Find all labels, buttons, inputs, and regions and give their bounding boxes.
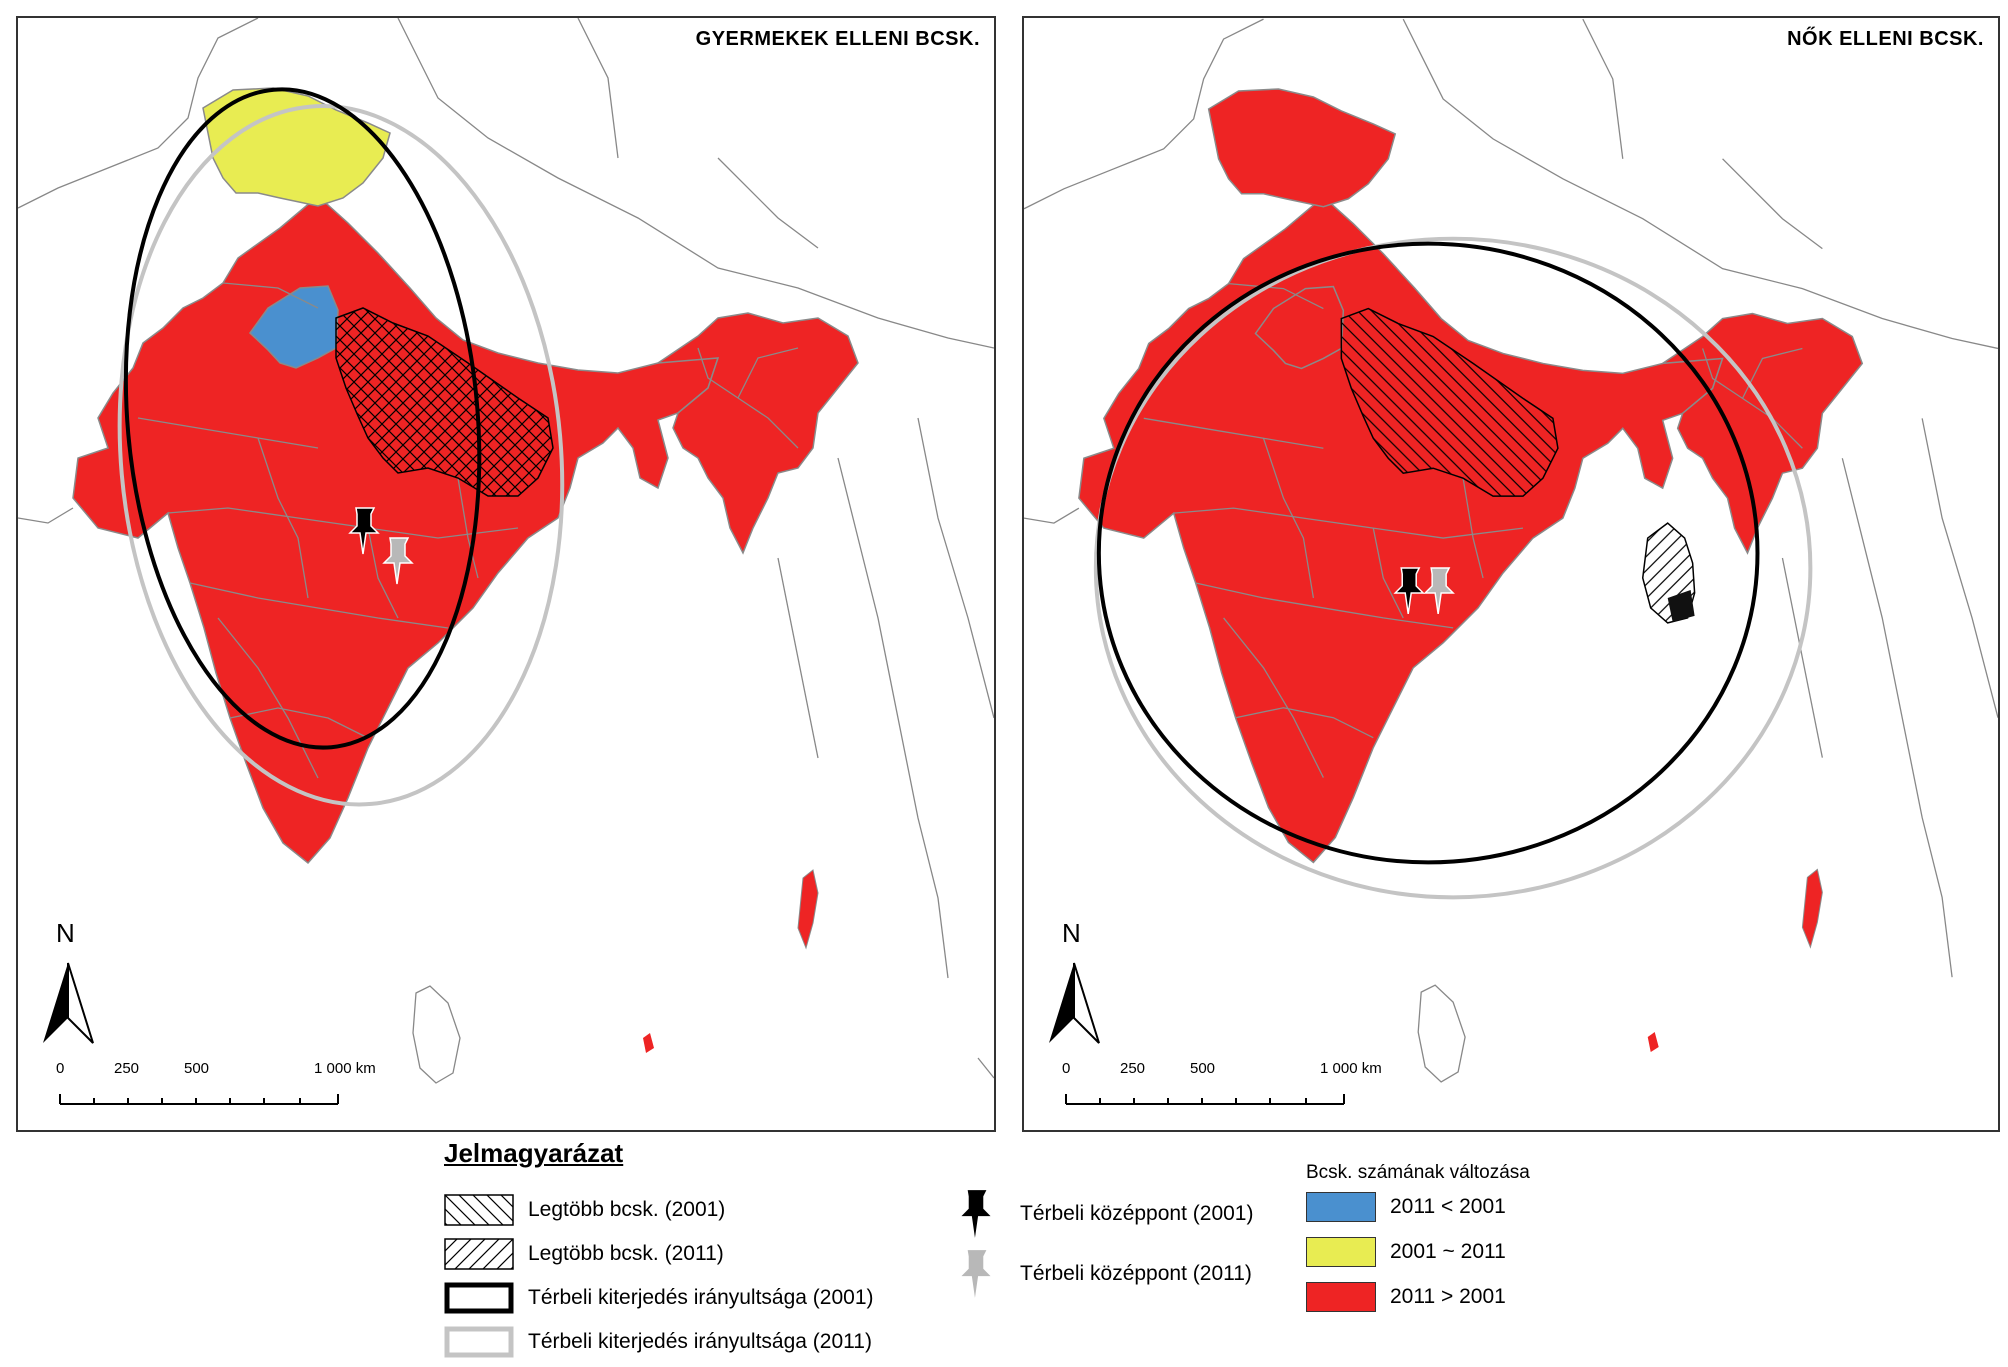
legend-center-2001: Térbeli középpont (2001): [946, 1188, 1253, 1240]
legend-change-increase-label: 2011 > 2001: [1390, 1285, 1506, 1308]
north-arrow-icon: [43, 962, 94, 1044]
panel-title: GYERMEKEK ELLENI BCSK.: [695, 28, 980, 50]
legend-change-increase: 2011 > 2001: [1306, 1282, 1506, 1312]
state-borders: [1143, 282, 1803, 778]
scale-tick-500: 500: [184, 1060, 210, 1077]
ellipse-2001: [1096, 241, 1760, 865]
bengal-delta: [1667, 589, 1695, 622]
legend-change-stable: 2001 ~ 2011: [1306, 1237, 1506, 1267]
map-panel-women: NŐK ELLENI BCSK. N 0 250 500 1 000 km: [1022, 16, 2000, 1132]
legend-center-2011: Térbeli középpont (2011): [946, 1248, 1252, 1300]
india-map-children: [18, 18, 994, 1084]
ellipse-group: [117, 87, 565, 807]
north-arrow: N: [1044, 918, 1104, 1053]
scale-bar: 0 250 500 1 000 km: [1044, 1060, 1384, 1120]
scale-tick-0: 0: [56, 1060, 65, 1077]
hatch-fwd-swatch-icon: [444, 1238, 514, 1270]
legend-ellipse-2011-label: Térbeli kiterjedés irányultsága (2011): [528, 1330, 872, 1353]
legend-hatch-2001: Legtöbb bcsk. (2001): [444, 1194, 725, 1226]
ellipse-2011: [1093, 236, 1813, 900]
north-label: N: [56, 918, 75, 948]
ellipse-2001: [123, 87, 482, 750]
swatch-increase: [1306, 1282, 1376, 1312]
north-arrow-icon: [1049, 962, 1100, 1044]
legend-change-decrease-label: 2011 < 2001: [1390, 1195, 1506, 1218]
legend-change-decrease: 2011 < 2001: [1306, 1192, 1506, 1222]
north-label: N: [1062, 918, 1081, 948]
neighbor-borders: [18, 18, 994, 1079]
legend-change-stable-label: 2001 ~ 2011: [1390, 1240, 1506, 1263]
india-map-women: [1024, 18, 1998, 1083]
legend-ellipse-2001-label: Térbeli kiterjedés irányultsága (2001): [528, 1286, 874, 1309]
ellipse-2001-swatch-icon: [444, 1282, 514, 1314]
legend-hatch-2011-label: Legtöbb bcsk. (2011): [528, 1242, 724, 1265]
pin-2001-legend-icon: [961, 1190, 991, 1238]
hatch-back-swatch-icon: [444, 1194, 514, 1226]
legend-hatch-2011: Legtöbb bcsk. (2011): [444, 1238, 724, 1270]
scale-tick-1000: 1 000 km: [314, 1060, 376, 1077]
state-borders: [137, 282, 799, 779]
state-fills: [72, 87, 859, 1053]
scale-tick-1000: 1 000 km: [1320, 1060, 1382, 1077]
state-fills: [1078, 88, 1864, 1053]
legend-center-2001-label: Térbeli középpont (2001): [1020, 1202, 1254, 1225]
map-panel-children: GYERMEKEK ELLENI BCSK. N 0 250 500 1 000…: [16, 16, 996, 1132]
scale-tick-250: 250: [1120, 1060, 1146, 1077]
swatch-decrease: [1306, 1192, 1376, 1222]
scale-tick-500: 500: [1190, 1060, 1216, 1077]
neighbor-borders: [1024, 18, 1998, 978]
scale-tick-0: 0: [1062, 1060, 1071, 1077]
north-arrow: N: [38, 918, 98, 1053]
legend-change-title: Bcsk. számának változása: [1306, 1162, 1530, 1183]
scale-bar-graphic: [59, 1094, 339, 1105]
legend-ellipse-2011: Térbeli kiterjedés irányultsága (2011): [444, 1326, 872, 1358]
legend-hatch-2001-label: Legtöbb bcsk. (2001): [528, 1198, 726, 1221]
ellipse-2011-swatch-icon: [444, 1326, 514, 1358]
scale-bar-graphic: [1065, 1094, 1345, 1105]
ellipse-2011: [117, 104, 565, 807]
panel-title: NŐK ELLENI BCSK.: [1787, 28, 1984, 50]
legend-title: Jelmagyarázat: [444, 1138, 624, 1168]
legend-center-2011-label: Térbeli középpont (2011): [1020, 1262, 1252, 1285]
ellipse-group: [1093, 236, 1813, 900]
scale-bar: 0 250 500 1 000 km: [38, 1060, 378, 1120]
pin-2011-legend-icon: [961, 1250, 991, 1298]
legend-ellipse-2001: Térbeli kiterjedés irányultsága (2001): [444, 1282, 874, 1314]
swatch-stable: [1306, 1237, 1376, 1267]
scale-tick-250: 250: [114, 1060, 140, 1077]
